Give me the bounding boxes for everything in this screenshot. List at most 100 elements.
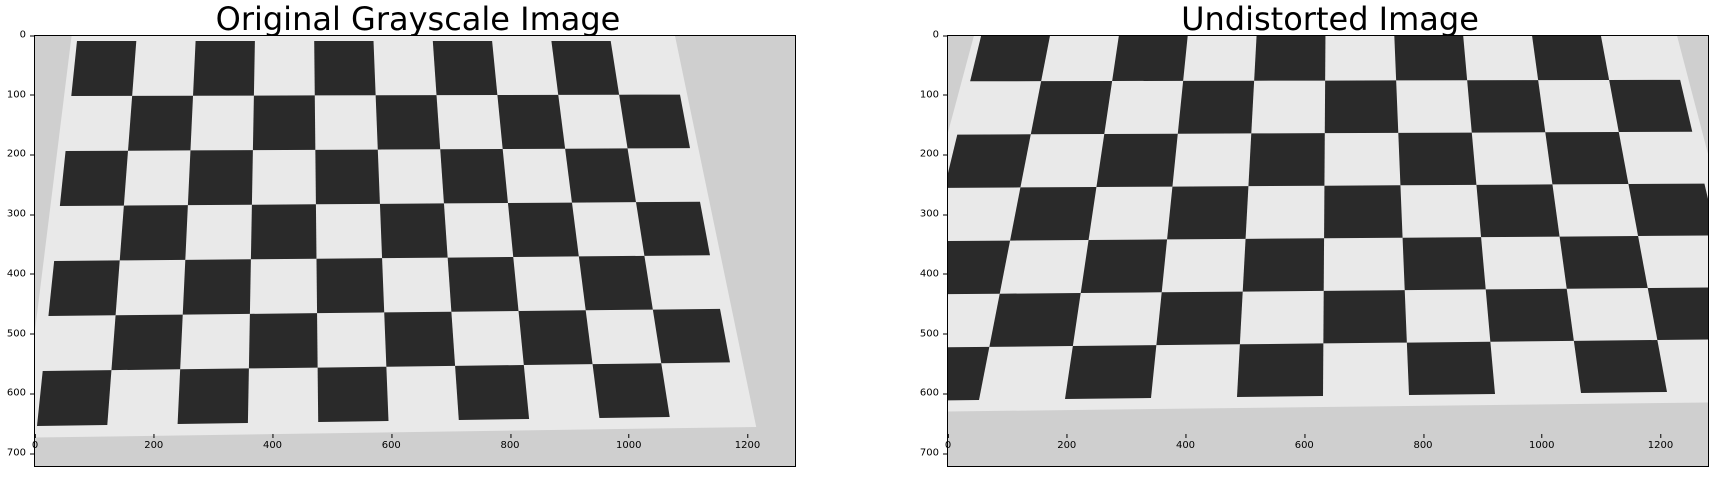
x-tick-label: 800 [500, 434, 520, 451]
checker-square [1010, 187, 1097, 241]
checker-square [1254, 36, 1326, 81]
checker-square [989, 293, 1081, 347]
x-tick-label: 800 [1413, 434, 1433, 451]
x-tick-label: 1200 [1647, 434, 1674, 451]
checker-square [379, 203, 448, 259]
checker-square [1609, 79, 1693, 132]
checker-square [578, 255, 653, 311]
y-tick-label: 400 [909, 268, 947, 279]
checker-square [507, 202, 579, 257]
y-tick-label: 200 [909, 149, 947, 160]
checker-square [1402, 237, 1486, 291]
right-panel: Undistorted Image 0 100 200 300 400 500 600 700… [880, 0, 1718, 488]
left-panel: Original Grayscale Image 0 100 200 300 400 50… [0, 0, 850, 488]
right-image-axes [947, 35, 1709, 467]
checker-square [1237, 343, 1324, 397]
checker-square [447, 257, 519, 312]
checker-square [1065, 345, 1157, 399]
y-tick-label: 600 [909, 388, 947, 399]
y-tick-label: 400 [0, 268, 34, 279]
checker-square [652, 308, 730, 364]
checker-square [317, 366, 389, 422]
y-tick-label: 0 [909, 30, 947, 41]
checker-square [1406, 341, 1495, 395]
checker-square [250, 204, 317, 260]
checker-square [187, 150, 253, 206]
checker-square [948, 240, 1011, 295]
y-tick-label: 300 [909, 209, 947, 220]
x-tick-label: 0 [944, 434, 952, 451]
checker-square [1242, 238, 1325, 292]
checker-square [1394, 36, 1468, 81]
checker-square [384, 311, 456, 367]
checker-square [497, 94, 566, 149]
checker-square [1112, 36, 1188, 81]
checker-square [1467, 80, 1546, 133]
x-tick-label: 0 [31, 434, 39, 451]
y-tick-label: 600 [0, 388, 34, 399]
checker-square [619, 94, 690, 149]
checker-square [71, 41, 137, 96]
checker-square [455, 365, 530, 420]
checker-square [1324, 185, 1403, 239]
checker-square [1398, 132, 1477, 186]
checker-square [1485, 288, 1574, 342]
left-image-axes [34, 35, 796, 467]
checker-square [1628, 183, 1708, 236]
checker-square [518, 310, 593, 365]
y-tick-label: 100 [909, 89, 947, 100]
x-tick-label: 400 [262, 434, 283, 451]
y-tick-label: 100 [0, 89, 34, 100]
checker-square [48, 260, 120, 316]
x-tick-label: 600 [1294, 434, 1314, 451]
checker-square [119, 205, 188, 261]
checker-square [1323, 290, 1407, 344]
checker-square [948, 134, 1031, 188]
y-tick-label: 700 [909, 448, 947, 459]
checker-square [316, 258, 385, 314]
checker-square [1177, 80, 1255, 134]
checker-square [592, 363, 670, 418]
checker-square [1030, 81, 1113, 135]
checker-square [182, 259, 251, 315]
checker-square [1573, 340, 1667, 393]
checker-square [193, 41, 255, 96]
checker-square [315, 149, 380, 205]
checker-square [440, 149, 508, 204]
checker-square [970, 36, 1050, 82]
checker-square [551, 41, 620, 95]
x-tick-label: 600 [381, 434, 401, 451]
checker-square [111, 314, 183, 371]
x-tick-label: 1000 [616, 434, 642, 451]
checker-square [128, 95, 194, 151]
checker-square [1248, 133, 1325, 187]
checker-square [1559, 236, 1648, 289]
original-grayscale-image [35, 36, 795, 466]
right-panel-title: Undistorted Image [1181, 0, 1479, 38]
x-tick-label: 400 [1175, 434, 1196, 451]
checker-square [432, 41, 498, 96]
checker-square [248, 313, 318, 369]
checker-square [1080, 239, 1168, 293]
y-tick-label: 700 [0, 448, 34, 459]
checker-square [1096, 133, 1178, 187]
checker-square [1545, 132, 1629, 185]
x-tick-label: 200 [1057, 434, 1077, 451]
checker-square [565, 148, 636, 203]
checker-square [1324, 80, 1399, 134]
checker-square [1156, 291, 1243, 346]
y-tick-label: 0 [0, 30, 34, 41]
checker-square [37, 370, 112, 426]
checker-square [59, 150, 129, 206]
checker-square [314, 41, 376, 96]
checker-square [635, 201, 710, 256]
checker-square [375, 95, 441, 150]
x-tick-label: 1200 [734, 434, 761, 451]
x-tick-label: 1000 [1529, 434, 1555, 451]
checker-square [1476, 184, 1560, 238]
checker-square [1647, 287, 1708, 340]
y-tick-label: 300 [0, 209, 34, 220]
y-tick-label: 500 [909, 328, 947, 339]
undistorted-image [948, 36, 1708, 466]
